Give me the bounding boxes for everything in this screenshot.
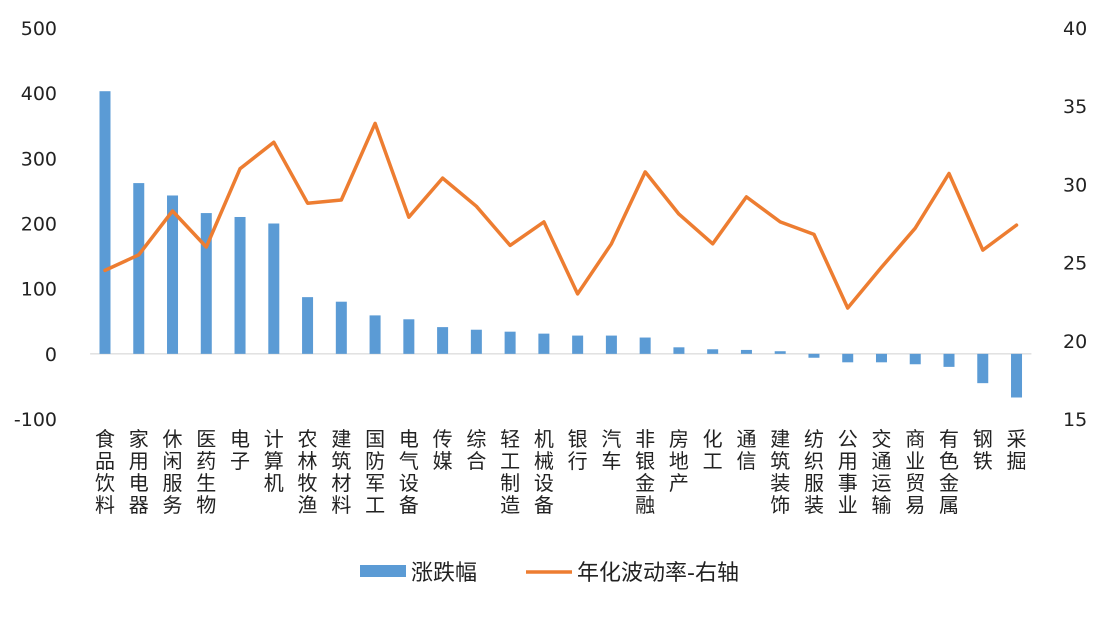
bar	[504, 331, 516, 354]
bar	[572, 335, 584, 354]
category-label: 通信	[736, 427, 756, 473]
bar	[538, 333, 550, 354]
left-tick-label: 400	[21, 83, 57, 105]
category-label: 房地产	[669, 427, 689, 495]
right-axis: 40 35 30 25 20 15	[1063, 18, 1087, 431]
bar	[842, 353, 854, 363]
legend-label-line: 年化波动率-右轴	[577, 561, 739, 586]
category-label: 钢铁	[973, 427, 993, 473]
bar	[808, 353, 820, 358]
bar	[943, 353, 955, 367]
left-tick-label: -100	[14, 409, 57, 431]
category-label: 家用电器	[129, 427, 149, 517]
category-label: 国防军工	[365, 427, 385, 517]
category-label: 银行	[568, 427, 588, 473]
right-tick-label: 40	[1063, 18, 1087, 40]
bar	[707, 349, 719, 354]
bar-series	[99, 91, 1023, 398]
right-tick-label: 35	[1063, 96, 1087, 118]
bar	[403, 319, 415, 354]
category-label: 纺织服装	[804, 427, 824, 517]
bar	[133, 183, 145, 354]
category-label: 机械设备	[534, 427, 554, 517]
category-label: 食品饮料	[95, 427, 115, 517]
category-label: 化工	[703, 427, 723, 473]
category-label: 公用事业	[838, 427, 858, 517]
bar	[470, 329, 482, 354]
bar	[605, 335, 617, 354]
left-tick-label: 100	[21, 279, 57, 301]
left-tick-label: 0	[45, 344, 57, 366]
legend-swatch-bar	[360, 565, 406, 577]
left-tick-label: 200	[21, 214, 57, 236]
bar	[909, 353, 921, 365]
category-label: 交通运输	[871, 427, 891, 517]
category-label: 建筑装饰	[770, 427, 790, 517]
line-series-volatility	[103, 121, 1019, 310]
bar	[369, 315, 381, 354]
bar	[167, 195, 179, 354]
bar	[234, 216, 246, 354]
bar	[335, 301, 347, 354]
category-labels: 食品饮料家用电器休闲服务医药生物电子计算机农林牧渔建筑材料国防军工电气设备传媒综…	[95, 427, 1027, 517]
bar	[977, 353, 989, 384]
right-tick-label: 30	[1063, 174, 1087, 196]
category-label: 电气设备	[399, 427, 419, 517]
right-tick-label: 15	[1063, 409, 1087, 431]
bar	[639, 337, 651, 354]
category-label: 汽车	[601, 427, 621, 473]
legend: 涨跌幅 年化波动率-右轴	[360, 561, 739, 586]
bar	[740, 349, 752, 354]
category-label: 休闲服务	[163, 427, 183, 517]
legend-label-bar: 涨跌幅	[411, 561, 477, 586]
category-label: 商业贸易	[905, 427, 925, 517]
right-tick-label: 25	[1063, 253, 1087, 275]
bar	[200, 213, 212, 354]
category-label: 轻工制造	[500, 427, 520, 517]
category-label: 传媒	[433, 427, 453, 473]
left-tick-label: 500	[21, 18, 57, 40]
category-label: 建筑材料	[331, 427, 351, 517]
category-label: 农林牧渔	[298, 427, 318, 517]
category-label: 综合	[466, 427, 486, 473]
bar	[302, 297, 314, 354]
bar	[99, 91, 111, 354]
category-label: 采掘	[1007, 427, 1027, 473]
category-label: 计算机	[264, 427, 284, 495]
bar	[673, 347, 685, 354]
bar	[774, 351, 786, 354]
bar	[437, 327, 449, 354]
category-label: 医药生物	[196, 427, 216, 517]
bar	[268, 223, 280, 354]
category-label: 有色金属	[939, 427, 959, 517]
bar	[1011, 353, 1023, 398]
category-label: 非银金融	[635, 427, 655, 517]
bar	[875, 353, 887, 363]
left-axis: 500 400 300 200 100 0 -100	[14, 18, 57, 431]
category-label: 电子	[230, 427, 250, 473]
left-tick-label: 300	[21, 148, 57, 170]
right-tick-label: 20	[1063, 331, 1087, 353]
